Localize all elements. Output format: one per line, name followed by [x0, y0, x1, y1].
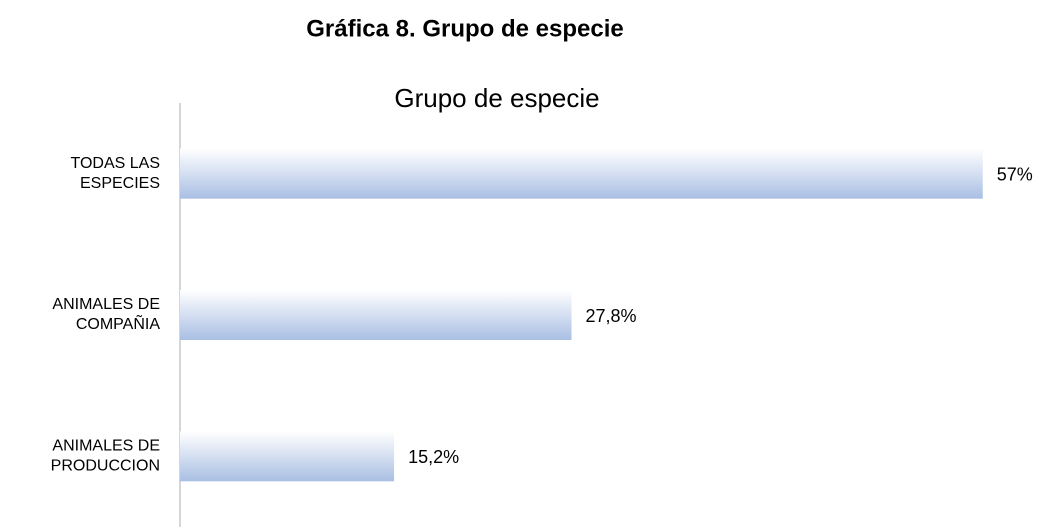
value-label: 27,8%	[586, 306, 637, 326]
bar	[180, 431, 395, 482]
bar	[180, 290, 572, 340]
chart-title: Grupo de especie	[394, 83, 599, 113]
y-tick-label: PRODUCCION	[51, 458, 160, 475]
y-tick-label: TODAS LAS	[70, 155, 160, 172]
y-tick-label: COMPAÑIA	[76, 313, 160, 333]
value-label: 15,2%	[408, 447, 459, 467]
y-tick-label: ESPECIES	[80, 175, 160, 192]
y-tick-label: ANIMALES DE	[52, 296, 160, 313]
heading: Gráfica 8. Grupo de especie	[306, 15, 623, 42]
value-label: 57%	[997, 164, 1033, 184]
y-tick-label: ANIMALES DE	[52, 438, 160, 455]
bar	[180, 148, 983, 199]
